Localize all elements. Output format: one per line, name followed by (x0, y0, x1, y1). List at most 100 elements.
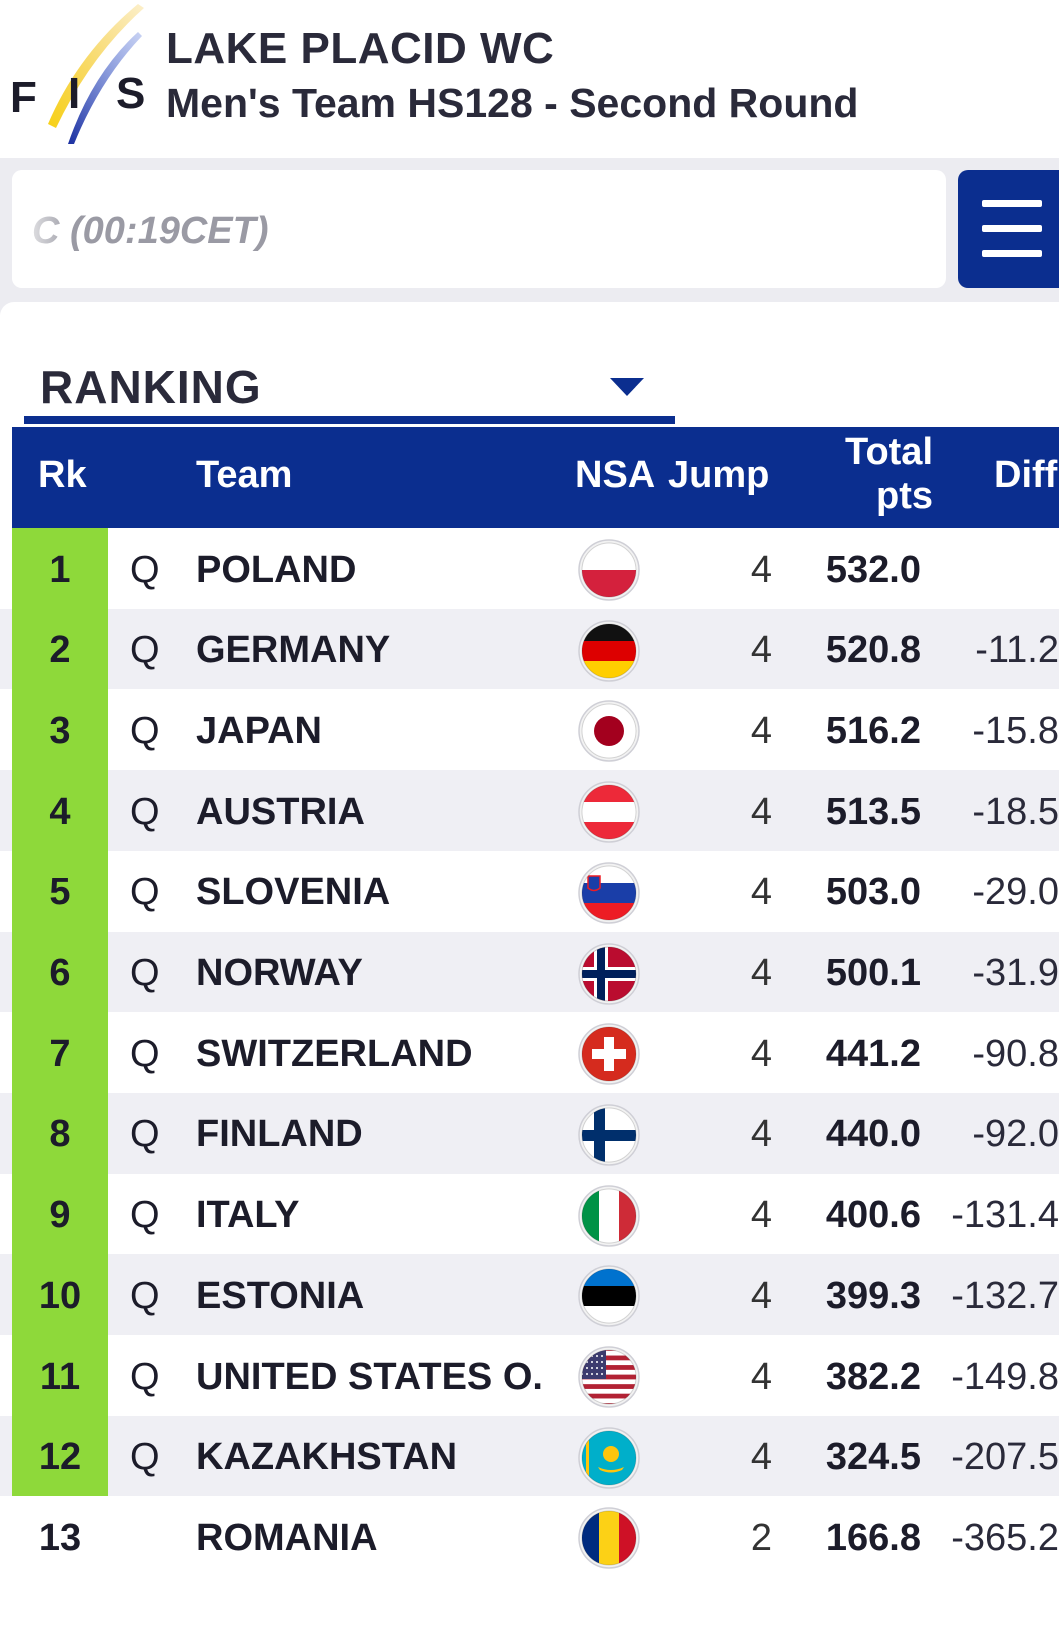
total-points: 516.2 (825, 709, 921, 752)
fis-logo-icon: F I S (10, 4, 145, 144)
total-points: 513.5 (825, 790, 921, 833)
jump-count: 4 (750, 709, 772, 752)
norway-flag-icon (578, 942, 640, 1005)
rank-cell: 7 (12, 1012, 108, 1097)
qualified-marker: Q (130, 952, 160, 994)
table-row[interactable]: 1 Q POLAND 4 532.0 (0, 528, 1059, 612)
table-row[interactable]: 4 Q AUSTRIA 4 513.5 -18.5 (0, 770, 1059, 855)
total-points: 166.8 (825, 1516, 921, 1559)
status-ticker: C (00:19CET) (12, 170, 946, 288)
rank-cell: 2 (12, 608, 108, 693)
table-row[interactable]: 10 Q ESTONIA 4 399.3 -132.7 (0, 1254, 1059, 1339)
team-name[interactable]: UNITED STATES O... (196, 1355, 541, 1398)
points-diff: -11.2 (975, 629, 1059, 672)
team-name[interactable]: FINLAND (196, 1113, 363, 1156)
total-points: 382.2 (825, 1355, 921, 1398)
app-header: F I S LAKE PLACID WC Men's Team HS128 - … (0, 0, 1059, 158)
event-title: LAKE PLACID WC (166, 24, 555, 73)
switzerland-flag-icon (578, 1023, 640, 1085)
qualified-marker: Q (130, 871, 160, 914)
points-diff: -18.5 (972, 790, 1059, 833)
jump-count: 4 (750, 1274, 772, 1317)
slovenia-flag-icon (578, 862, 640, 924)
header-total-line1[interactable]: Total (845, 431, 933, 473)
team-name[interactable]: KAZAKHSTAN (196, 1436, 458, 1479)
jump-count: 4 (750, 871, 772, 914)
total-points: 440.0 (825, 1113, 921, 1156)
table-row[interactable]: 13 ROMANIA 2 166.8 -365.2 (0, 1496, 1059, 1581)
points-diff: -31.9 (972, 952, 1059, 994)
header-team[interactable]: Team (196, 454, 293, 496)
finland-flag-icon (578, 1104, 640, 1166)
team-name[interactable]: AUSTRIA (196, 790, 365, 833)
usa-flag-icon (578, 1346, 640, 1408)
qualified-marker: Q (130, 1274, 160, 1317)
team-name[interactable]: POLAND (196, 548, 357, 591)
table-header: Rk Team NSA Jump Total pts Diff (12, 427, 1059, 528)
table-row[interactable]: 9 Q ITALY 4 400.6 -131.4 (0, 1173, 1059, 1258)
jump-count: 4 (750, 1355, 772, 1398)
points-diff: -29.0 (972, 871, 1059, 914)
points-diff: -15.8 (972, 709, 1059, 752)
qualified-marker: Q (130, 1355, 160, 1398)
table-row[interactable]: 6 Q NORWAY 4 500.1 -31.9 (0, 931, 1059, 1016)
points-diff: -131.4 (951, 1194, 1059, 1237)
header-diff[interactable]: Diff (994, 454, 1058, 496)
header-jump[interactable]: Jump (668, 454, 770, 496)
header-total-line2: pts (876, 475, 933, 517)
table-row[interactable]: 5 Q SLOVENIA 4 503.0 -29.0 (0, 850, 1059, 935)
header-rank[interactable]: Rk (38, 454, 87, 496)
rank-cell: 8 (12, 1092, 108, 1177)
table-row[interactable]: 11 Q UNITED STATES O... 4 382.2 -149.8 (0, 1335, 1059, 1419)
points-diff (930, 528, 1059, 612)
jump-count: 2 (750, 1516, 772, 1559)
jump-count: 4 (750, 952, 772, 994)
team-name[interactable]: JAPAN (196, 709, 322, 752)
table-row[interactable]: 8 Q FINLAND 4 440.0 -92.0 (0, 1092, 1059, 1177)
table-row[interactable]: 12 Q KAZAKHSTAN 4 324.5 -207.5 (0, 1415, 1059, 1500)
table-row[interactable]: 2 Q GERMANY 4 520.8 -11.2 (0, 608, 1059, 693)
qualified-marker: Q (130, 1113, 160, 1156)
germany-flag-icon (578, 619, 640, 682)
italy-flag-icon (578, 1184, 640, 1247)
qualified-marker: Q (130, 1436, 160, 1479)
points-diff: -90.8 (972, 1032, 1059, 1075)
ranking-dropdown-label: RANKING (40, 361, 262, 413)
team-name[interactable]: ROMANIA (196, 1516, 378, 1559)
points-diff: -365.2 (951, 1516, 1059, 1559)
team-name[interactable]: SWITZERLAND (196, 1032, 473, 1075)
rank-cell: 5 (12, 850, 108, 935)
team-name[interactable]: NORWAY (196, 952, 363, 994)
team-name[interactable]: ESTONIA (196, 1274, 365, 1317)
rank-cell: 13 (38, 1516, 82, 1559)
total-points: 500.1 (825, 952, 921, 994)
rank-cell: 6 (12, 931, 108, 1016)
total-points: 400.6 (825, 1194, 921, 1237)
rank-cell: 10 (12, 1254, 108, 1339)
total-points: 520.8 (825, 629, 921, 672)
qualified-marker: Q (130, 1032, 160, 1075)
table-row[interactable]: 3 Q JAPAN 4 516.2 -15.8 (0, 689, 1059, 774)
ranking-dropdown[interactable]: RANKING (24, 322, 675, 424)
total-points: 441.2 (825, 1032, 921, 1075)
svg-text:S: S (116, 69, 145, 118)
header-nsa[interactable]: NSA (575, 454, 656, 496)
team-name[interactable]: SLOVENIA (196, 871, 391, 914)
estonia-flag-icon (578, 1265, 640, 1328)
austria-flag-icon (578, 781, 640, 843)
team-name[interactable]: ITALY (196, 1194, 300, 1237)
svg-text:F: F (10, 73, 37, 122)
menu-button[interactable] (958, 170, 1059, 288)
ticker-fade (12, 170, 72, 288)
romania-flag-icon (578, 1507, 640, 1570)
event-subtitle: Men's Team HS128 - Second Round (166, 80, 859, 126)
table-row[interactable]: 7 Q SWITZERLAND 4 441.2 -90.8 (0, 1012, 1059, 1097)
jump-count: 4 (750, 1032, 772, 1075)
team-name[interactable]: GERMANY (196, 629, 391, 672)
qualified-marker: Q (130, 629, 160, 672)
jump-count: 4 (750, 1436, 772, 1479)
rank-cell: 3 (12, 689, 108, 774)
points-diff: -132.7 (951, 1274, 1059, 1317)
qualified-marker: Q (130, 790, 160, 833)
qualified-marker (130, 1496, 170, 1580)
